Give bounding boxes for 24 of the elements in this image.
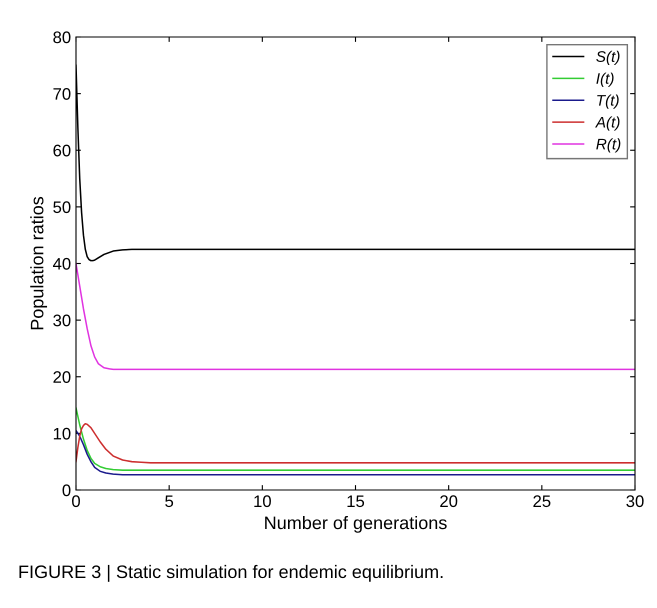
legend-label: S(t) bbox=[596, 50, 620, 65]
y-tick-label: 50 bbox=[53, 201, 70, 214]
caption: FIGURE 3 | Static simulation for endemic equilibrium. bbox=[19, 564, 442, 582]
x-tick-label: 10 bbox=[254, 495, 271, 508]
y-axis-title: Population ratios bbox=[30, 196, 48, 330]
y-tick-label: 40 bbox=[52, 258, 70, 270]
y-tick-label: 60 bbox=[53, 144, 70, 156]
x-tick-label: 30 bbox=[626, 495, 644, 508]
legend-label: I(t) bbox=[596, 72, 614, 87]
x-tick-label: 5 bbox=[165, 495, 174, 508]
y-tick-label: 20 bbox=[53, 371, 70, 383]
y-tick-label: 10 bbox=[54, 428, 70, 440]
x-tick-label: 20 bbox=[440, 495, 458, 508]
y-tick-label: 30 bbox=[53, 314, 70, 326]
x-axis-title: Number of generations bbox=[265, 516, 447, 533]
x-tick-label: 15 bbox=[348, 495, 364, 508]
legend-label: A(t) bbox=[595, 116, 620, 131]
y-tick-label: 70 bbox=[53, 88, 70, 100]
legend-label: R(t) bbox=[596, 138, 620, 153]
legend-label: T(t) bbox=[597, 94, 619, 109]
y-tick-label: 80 bbox=[53, 31, 70, 44]
x-tick-label: 25 bbox=[533, 495, 550, 508]
y-tick-label: 0 bbox=[62, 484, 70, 496]
x-tick-label: 0 bbox=[72, 495, 80, 508]
